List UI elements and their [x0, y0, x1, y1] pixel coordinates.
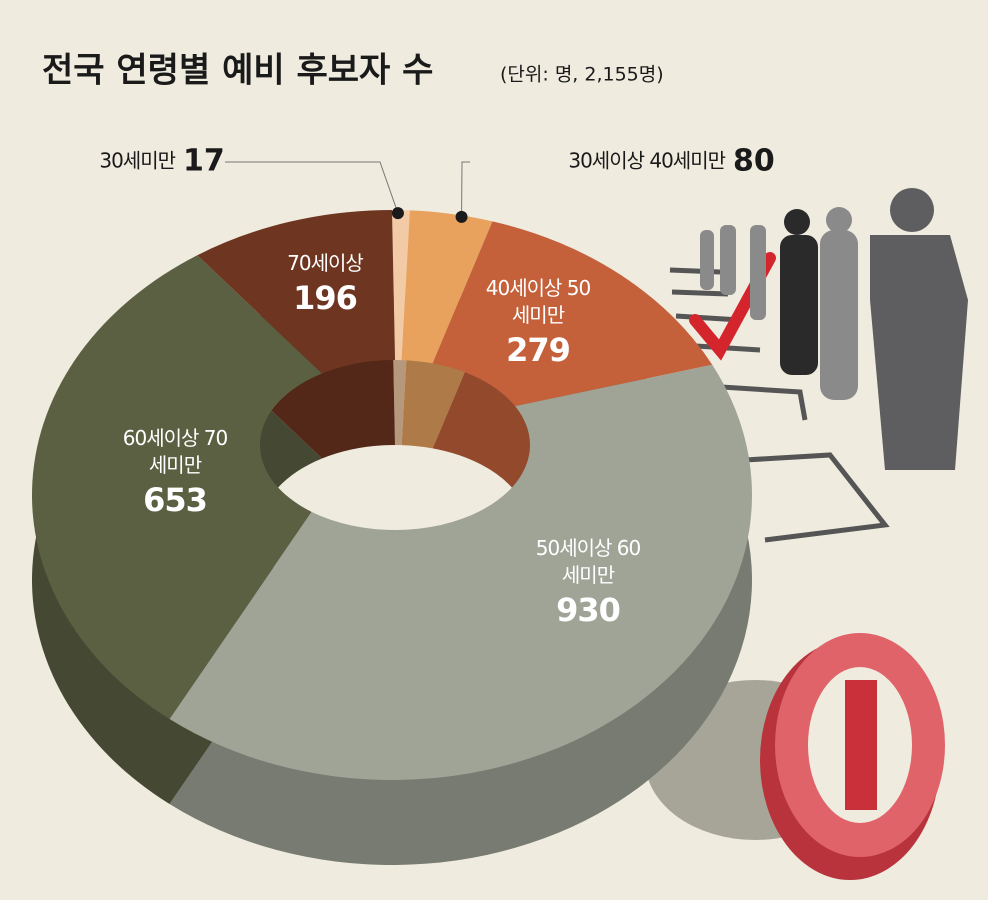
category-label: 50세이상 60세미만: [535, 536, 641, 587]
category-label: 70세이상: [287, 251, 364, 275]
leader-line: [225, 161, 399, 214]
category-label: 40세이상 50세미만: [485, 276, 591, 327]
value-label: 17: [183, 144, 225, 179]
value-label: 196: [293, 279, 358, 317]
leader-dot: [455, 210, 468, 223]
slice-label: 60세이상 70세미만 653: [115, 425, 235, 521]
leader-dot: [391, 207, 404, 220]
slice: [432, 221, 713, 407]
slice-label: 70세이상 196: [265, 250, 385, 319]
value-label: 930: [556, 591, 621, 629]
leader-line: [461, 161, 470, 217]
decoration: [645, 188, 968, 880]
slice-label: 50세이상 60세미만 930: [528, 535, 648, 631]
slice: [31, 255, 322, 720]
slice-label: 40세이상 50세미만 279: [478, 275, 598, 371]
slice: [197, 210, 395, 374]
category-label: 60세이상 70세미만: [122, 426, 228, 477]
category-label: 30세미만: [99, 149, 175, 173]
slice: [392, 210, 410, 361]
slice: [401, 210, 493, 364]
value-label: 279: [506, 331, 571, 369]
slice: [169, 364, 753, 780]
chart-title: 전국 연령별 예비 후보자 수: [42, 51, 433, 91]
value-label: 653: [143, 481, 208, 519]
value-label: 80: [733, 144, 775, 179]
category-label: 30세이상 40세미만: [568, 149, 725, 173]
chart-subtitle: (단위: 명, 2,155명): [500, 64, 664, 86]
